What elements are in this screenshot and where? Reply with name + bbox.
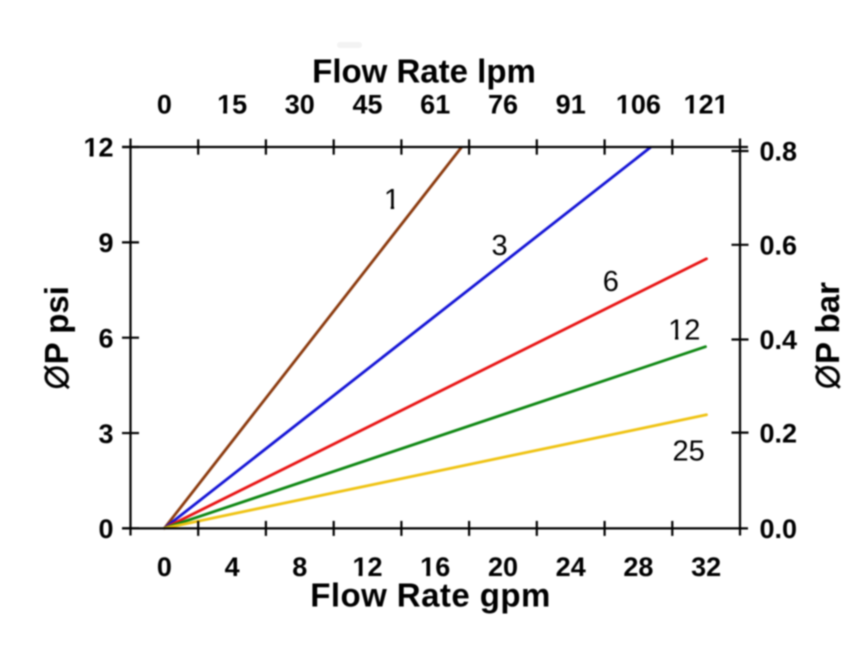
svg-text:0.4: 0.4 (760, 325, 798, 355)
svg-text:15: 15 (217, 89, 247, 119)
svg-text:28: 28 (623, 552, 653, 582)
svg-text:30: 30 (285, 89, 315, 119)
svg-text:91: 91 (556, 89, 586, 119)
svg-text:12: 12 (83, 133, 113, 163)
svg-text:0.0: 0.0 (760, 514, 798, 544)
svg-text:8: 8 (292, 552, 307, 582)
svg-text:1: 1 (384, 184, 400, 216)
svg-text:4: 4 (225, 552, 240, 582)
svg-text:76: 76 (488, 89, 518, 119)
svg-text:0: 0 (98, 514, 113, 544)
svg-text:6: 6 (98, 323, 113, 353)
svg-text:32: 32 (691, 552, 721, 582)
svg-text:Flow Rate gpm: Flow Rate gpm (310, 576, 551, 613)
svg-text:24: 24 (556, 552, 586, 582)
svg-text:25: 25 (672, 436, 704, 468)
svg-text:P psi: P psi (38, 286, 75, 364)
svg-text:6: 6 (603, 266, 619, 298)
svg-text:45: 45 (352, 89, 382, 119)
svg-text:9: 9 (98, 228, 113, 258)
svg-text:12: 12 (352, 552, 382, 582)
svg-text:106: 106 (616, 89, 661, 119)
svg-text:61: 61 (420, 89, 450, 119)
svg-text:3: 3 (492, 230, 508, 262)
svg-text:0: 0 (157, 552, 172, 582)
svg-text:0.2: 0.2 (760, 418, 798, 448)
svg-text:3: 3 (98, 419, 113, 449)
svg-text:0: 0 (157, 89, 172, 119)
svg-text:16: 16 (420, 552, 450, 582)
svg-text:0.6: 0.6 (760, 231, 798, 261)
svg-text:0.8: 0.8 (760, 137, 798, 167)
svg-text:12: 12 (668, 314, 700, 346)
svg-text:20: 20 (488, 552, 518, 582)
svg-text:Flow Rate lpm: Flow Rate lpm (312, 52, 536, 89)
svg-text:P bar: P bar (809, 282, 846, 364)
svg-text:121: 121 (684, 89, 729, 119)
